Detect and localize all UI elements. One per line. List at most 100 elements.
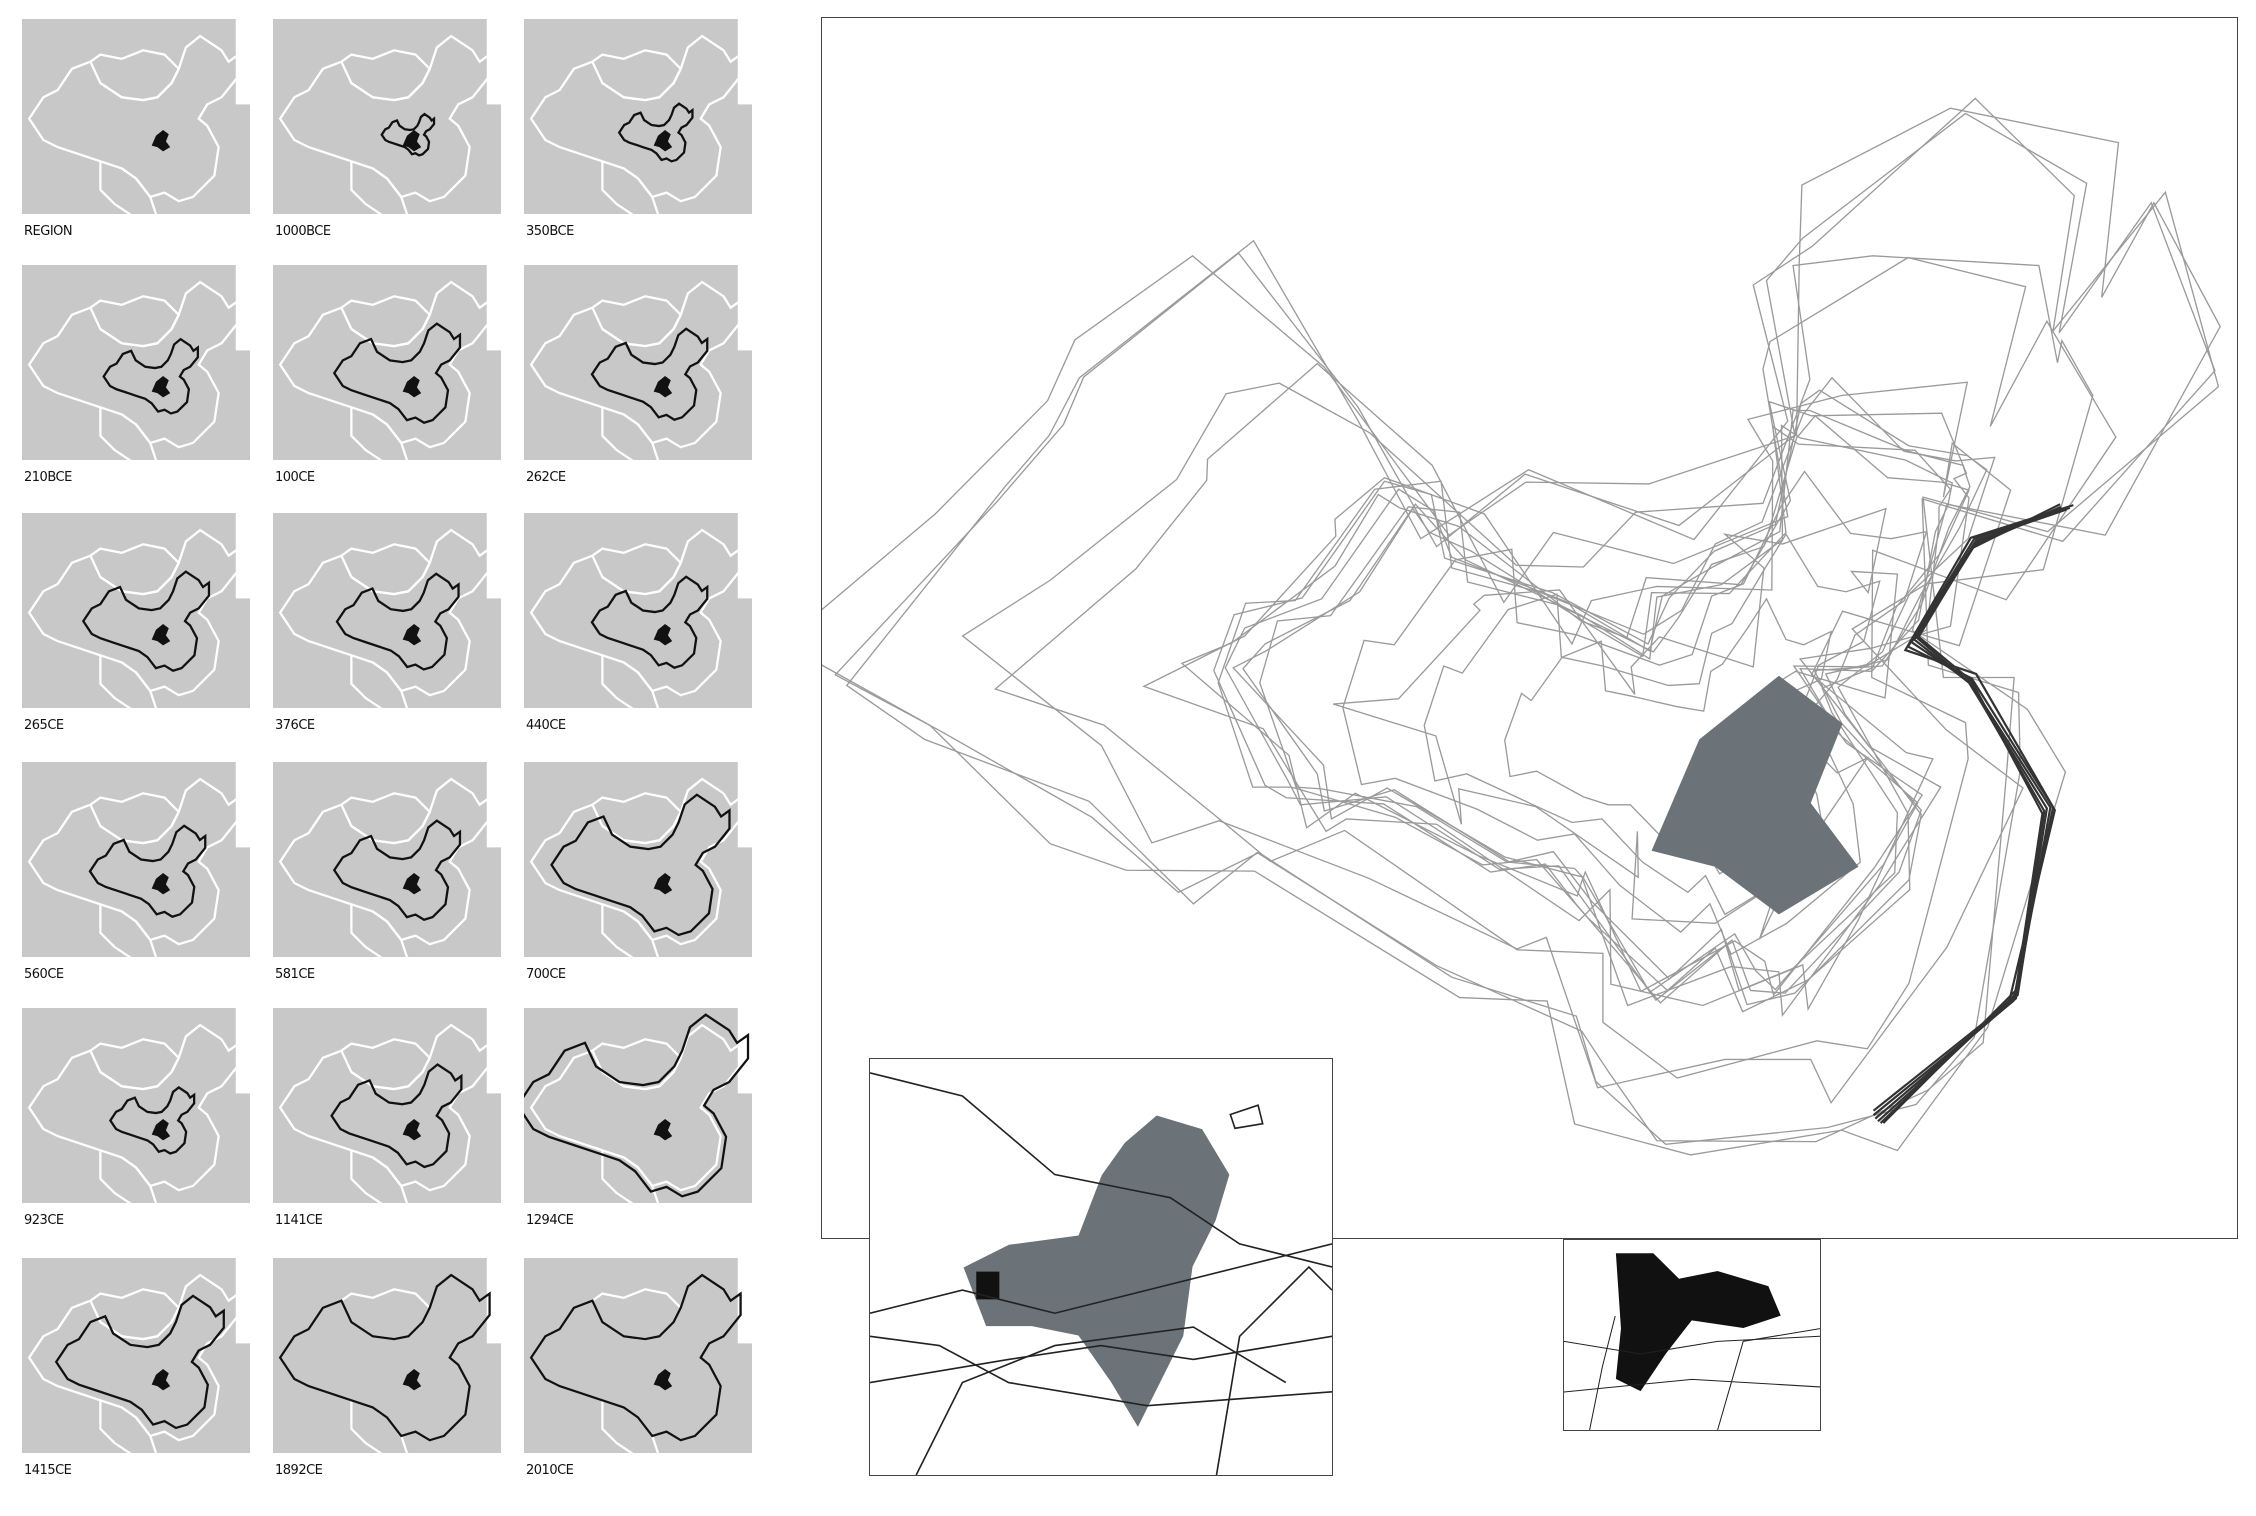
land-background — [273, 265, 501, 460]
country-border — [601, 407, 660, 460]
land-background — [524, 1008, 752, 1203]
country-border — [99, 1150, 158, 1203]
region-shape — [402, 1369, 422, 1391]
region-shape — [1614, 1252, 1783, 1393]
region-shape — [151, 1369, 171, 1391]
era-map — [524, 1008, 752, 1203]
country-border — [350, 161, 409, 214]
territory-outline — [54, 1294, 225, 1430]
era-thumbnail: 1294CE — [524, 1008, 752, 1238]
country-border — [340, 49, 432, 102]
country-border — [350, 407, 409, 460]
sea — [235, 1008, 250, 1094]
country-border — [99, 655, 158, 708]
era-label: 1000BCE — [275, 224, 331, 239]
era-label: 350BCE — [526, 224, 574, 239]
territory-outline — [590, 327, 709, 421]
historical-border-line — [961, 255, 2094, 1105]
land-background — [273, 1258, 501, 1453]
land-background — [22, 513, 250, 708]
land-background — [22, 762, 250, 957]
historical-border-line — [1217, 376, 1996, 1013]
region-detail-inset — [869, 1058, 1333, 1476]
territory-outline — [332, 819, 462, 921]
land-background — [273, 513, 501, 708]
sea — [486, 513, 501, 599]
region-shape — [653, 1369, 673, 1391]
era-map — [273, 1008, 501, 1203]
era-map — [22, 513, 250, 708]
country-border — [591, 543, 683, 596]
land-background — [524, 513, 752, 708]
region-shape — [151, 130, 171, 152]
territory-outline — [88, 824, 207, 918]
era-label: 1294CE — [526, 1213, 574, 1228]
sea — [737, 19, 752, 105]
era-label: 1141CE — [275, 1213, 323, 1228]
historical-border-line — [1504, 597, 1832, 875]
era-map — [524, 265, 752, 460]
sea — [737, 265, 752, 351]
country-border — [601, 1150, 660, 1203]
era-thumbnail: 440CE — [524, 513, 752, 743]
country-border — [601, 904, 660, 957]
border-line — [870, 1335, 1332, 1384]
sea — [235, 513, 250, 599]
era-map — [22, 1008, 250, 1203]
country-border — [601, 655, 660, 708]
era-thumbnail: 923CE — [22, 1008, 250, 1238]
land-background — [524, 1258, 752, 1453]
era-map — [273, 265, 501, 460]
territory-outline — [529, 1273, 742, 1442]
region-shape — [151, 873, 171, 895]
era-map — [22, 762, 250, 957]
era-thumbnail: 350BCE — [524, 19, 752, 249]
region-shape — [151, 1119, 171, 1141]
territory-outline — [108, 1086, 196, 1155]
historical-border-line — [1224, 409, 1971, 1002]
era-thumbnail: 1000BCE — [273, 19, 501, 249]
country-border — [350, 904, 409, 957]
era-label: 440CE — [526, 718, 566, 733]
country-border — [99, 904, 158, 957]
era-thumbnail: REGION — [22, 19, 250, 249]
sea — [737, 762, 752, 848]
era-thumbnail: 1141CE — [273, 1008, 501, 1238]
land-background — [22, 19, 250, 214]
country-border — [99, 1400, 158, 1453]
era-map — [273, 19, 501, 214]
era-map — [524, 1258, 752, 1453]
sea — [737, 1258, 752, 1344]
region-shape — [653, 1119, 673, 1141]
era-label: 210BCE — [24, 470, 72, 485]
era-thumbnail: 265CE — [22, 513, 250, 743]
era-thumbnail: 581CE — [273, 762, 501, 992]
era-label: REGION — [24, 224, 73, 239]
historical-border-line — [1232, 425, 1952, 997]
era-thumbnail: 1415CE — [22, 1258, 250, 1488]
country-border — [99, 161, 158, 214]
territory-outline — [550, 793, 731, 937]
land-background — [524, 19, 752, 214]
coastline-border — [1874, 508, 2067, 1120]
historical-border-line — [1342, 470, 1928, 956]
region-shape — [402, 130, 422, 152]
historical-border-line — [1213, 389, 1988, 1006]
era-map — [524, 762, 752, 957]
territory-outline — [278, 1273, 491, 1442]
border-line — [1564, 1335, 1820, 1355]
region-shape — [1651, 675, 1859, 915]
sea — [737, 513, 752, 599]
country-border — [89, 49, 181, 102]
sea — [235, 265, 250, 351]
era-thumbnail: 376CE — [273, 513, 501, 743]
enclave-outline — [1229, 1104, 1264, 1130]
territory-outline — [617, 102, 694, 163]
coastline-border — [1877, 507, 2064, 1123]
territory-outline — [102, 337, 199, 415]
sea — [486, 1008, 501, 1094]
era-map — [22, 265, 250, 460]
territory-outline — [332, 322, 462, 424]
region-shape — [151, 376, 171, 398]
sea — [486, 1258, 501, 1344]
